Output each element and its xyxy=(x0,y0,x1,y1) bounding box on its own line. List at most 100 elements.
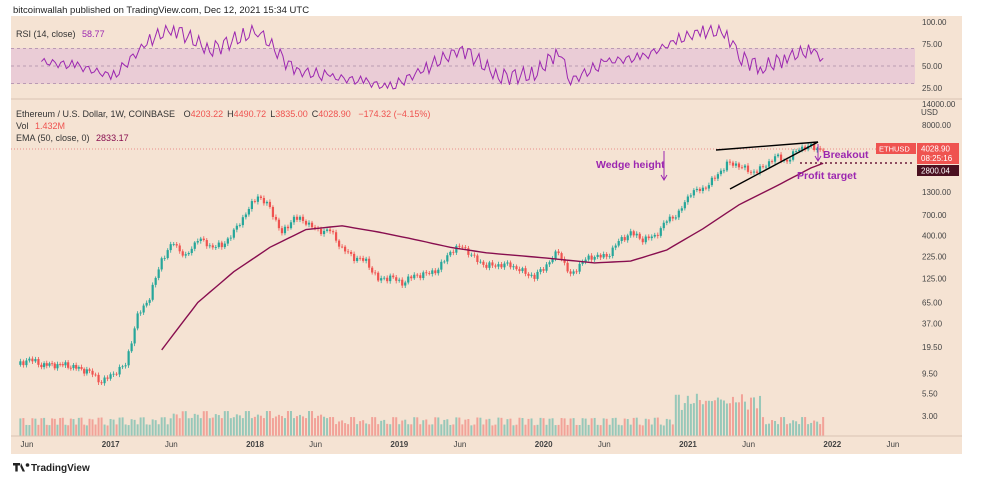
candle-body xyxy=(725,161,729,171)
volume-bar xyxy=(623,418,626,436)
volume-bar xyxy=(614,417,617,436)
candle-body xyxy=(593,256,596,260)
volume-bar xyxy=(377,424,380,436)
time-axis[interactable]: Jun 2017 Jun 2018 Jun 2019 Jun 2020 Jun 2021 Jun 20… xyxy=(21,440,900,449)
volume-bar xyxy=(819,424,822,436)
candle-body xyxy=(187,253,190,255)
volume-bar xyxy=(560,418,563,436)
volume-bar xyxy=(253,416,256,436)
price-axis[interactable]: USD 14000.00 8000.00 1300.00 700.00 400.00 22… xyxy=(876,100,959,421)
candle-body xyxy=(301,216,305,221)
volume-bar xyxy=(100,417,103,436)
candles xyxy=(19,141,825,386)
volume-bar xyxy=(217,415,220,436)
volume-bar xyxy=(551,418,554,436)
candle-body xyxy=(822,149,825,151)
candle-body xyxy=(683,202,686,209)
volume-bar xyxy=(722,400,725,436)
volume-bar xyxy=(280,416,283,436)
candle-body xyxy=(94,374,97,376)
candle-body xyxy=(761,166,765,168)
rsi-tick-label: 50.00 xyxy=(922,62,943,71)
candle-body xyxy=(145,302,148,306)
candle-body xyxy=(184,254,187,256)
candle-body xyxy=(509,262,512,268)
ema-legend-label: EMA (50, close, 0) xyxy=(16,133,90,143)
candle-body xyxy=(506,262,509,264)
volume-bar xyxy=(413,417,416,436)
candle-body xyxy=(124,365,127,367)
volume-bar xyxy=(497,417,500,436)
volume-bar xyxy=(756,408,759,436)
volume-bar xyxy=(780,417,783,436)
wedge-upper-trendline xyxy=(715,141,819,151)
candle-body xyxy=(395,277,398,281)
candle-body xyxy=(755,171,759,173)
volume-bar xyxy=(524,424,527,436)
volume-bar xyxy=(199,418,202,436)
symbol-line: Ethereum / U.S. Dollar, 1W, COINBASE xyxy=(16,109,175,119)
candle-body xyxy=(337,240,341,247)
chart-background xyxy=(11,16,962,454)
ohlc-key: O xyxy=(184,109,191,119)
candle-body xyxy=(262,197,266,204)
volume-bar xyxy=(56,424,59,436)
volume-bar xyxy=(783,417,786,436)
candle-body xyxy=(626,235,629,241)
candle-body xyxy=(776,154,780,157)
candle-body xyxy=(151,284,154,300)
ema-legend-value: 2833.17 xyxy=(96,133,129,143)
price-tick-label: 14000.00 xyxy=(922,100,956,109)
volume-bar xyxy=(719,399,722,436)
candle-body xyxy=(686,196,689,203)
candle-body xyxy=(434,270,437,274)
candle-body xyxy=(816,148,819,150)
volume-bar xyxy=(698,400,701,436)
candle-body xyxy=(157,269,160,278)
volume-bar xyxy=(578,425,581,436)
volume-bar xyxy=(25,424,28,436)
volume-bar xyxy=(320,414,323,436)
candle-body xyxy=(238,225,241,226)
volume-bar xyxy=(139,417,142,436)
volume-bar xyxy=(822,417,825,436)
candle-body xyxy=(596,254,599,257)
volume-bar xyxy=(762,417,765,436)
volume-bar xyxy=(572,418,575,436)
candle-body xyxy=(647,236,650,239)
volume-bar xyxy=(734,402,737,436)
volume-bar xyxy=(599,425,602,436)
candle-body xyxy=(118,366,121,375)
candle-body xyxy=(542,269,545,271)
volume-bar xyxy=(205,411,208,436)
volume-bar xyxy=(491,425,494,436)
tradingview-logo[interactable]: TradingView xyxy=(13,463,90,474)
candle-body xyxy=(728,161,732,163)
candle-body xyxy=(69,367,72,369)
volume-bar xyxy=(407,424,410,436)
candle-body xyxy=(692,190,695,196)
candle-body xyxy=(813,143,816,150)
candle-body xyxy=(563,258,566,263)
candle-body xyxy=(22,361,25,366)
candle-body xyxy=(64,362,67,366)
volume-bars xyxy=(19,393,825,436)
volume-bar xyxy=(461,424,464,436)
volume-bar xyxy=(749,397,752,436)
volume-bar xyxy=(371,417,374,436)
candle-body xyxy=(455,245,458,253)
ohlc-key: L xyxy=(270,109,275,119)
candle-body xyxy=(280,228,284,234)
symbol-tag-text: ETHUSD xyxy=(879,145,910,154)
volume-bar xyxy=(31,418,34,436)
volume-bar xyxy=(85,425,88,436)
candle-body xyxy=(247,209,250,215)
volume-legend-value: 1.432M xyxy=(35,121,65,131)
candle-body xyxy=(232,229,235,238)
volume-bar xyxy=(265,411,268,436)
rising-wedge: Wedge height Breakout Profit target xyxy=(596,141,915,190)
volume-bar xyxy=(83,424,86,436)
volume-bar xyxy=(166,424,169,436)
rsi-legend-value: 58.77 xyxy=(82,29,105,39)
volume-bar xyxy=(389,424,392,436)
